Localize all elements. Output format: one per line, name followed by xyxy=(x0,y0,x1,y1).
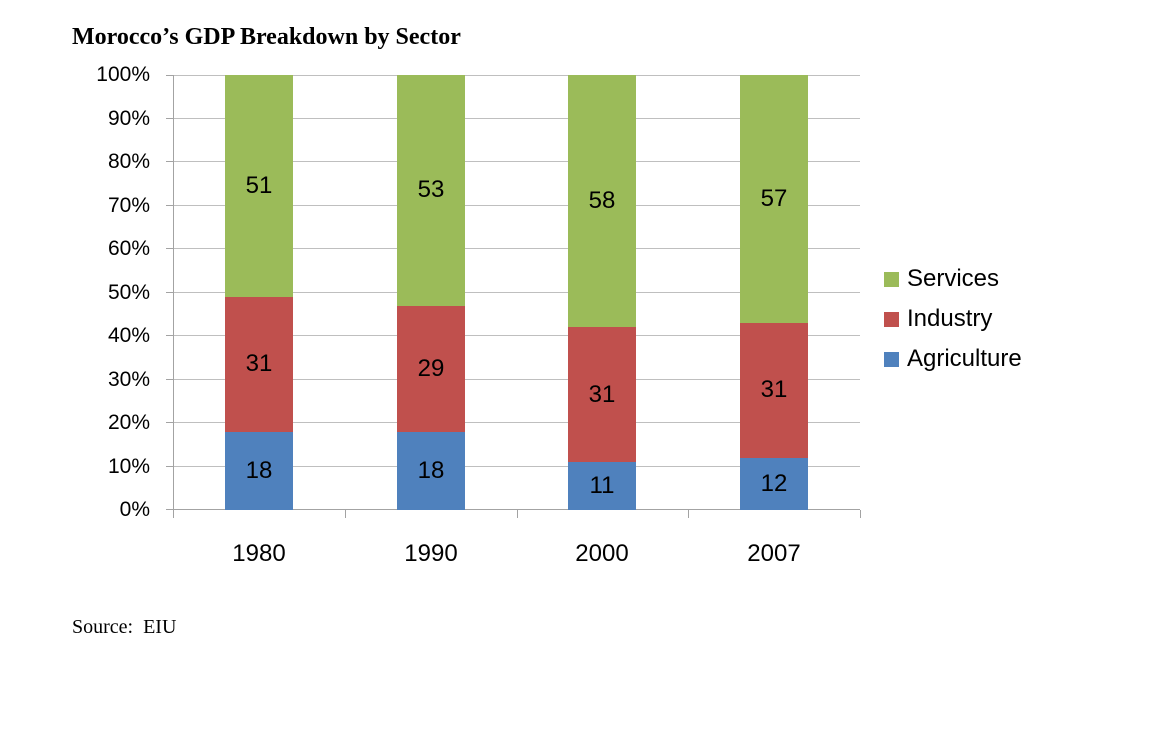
data-label: 53 xyxy=(417,176,445,204)
x-axis-label: 2007 xyxy=(747,540,801,567)
stacked-bar-2007: 57 31 12 xyxy=(740,75,808,510)
stacked-bar-1980: 51 31 18 xyxy=(225,75,293,510)
legend-entry-industry: Industry xyxy=(884,299,1022,339)
legend-swatch-icon xyxy=(884,311,899,327)
legend-entry-agriculture: Agriculture xyxy=(884,339,1022,379)
y-axis-label: 70% xyxy=(107,193,150,217)
gridline xyxy=(173,248,860,249)
data-label: 31 xyxy=(588,380,616,408)
bar-segment-agriculture: 18 xyxy=(397,431,465,510)
gridline xyxy=(173,422,860,423)
legend: Services Industry Agriculture xyxy=(884,259,1022,379)
chart-title: Morocco’s GDP Breakdown by Sector xyxy=(72,24,461,50)
data-label: 12 xyxy=(760,469,788,497)
data-label: 57 xyxy=(760,184,788,212)
data-label: 31 xyxy=(245,350,273,378)
y-axis-tick xyxy=(166,161,173,162)
bar-segment-agriculture: 12 xyxy=(740,457,808,510)
bar-segment-industry: 31 xyxy=(740,322,808,458)
y-axis-tick xyxy=(166,509,173,510)
bar-segment-industry: 31 xyxy=(568,327,636,463)
stacked-bar-2000: 58 31 11 xyxy=(568,75,636,510)
y-axis-tick xyxy=(166,378,173,380)
legend-swatch-icon xyxy=(884,351,899,367)
bar-segment-services: 58 xyxy=(568,75,636,328)
bar-segment-industry: 29 xyxy=(397,305,465,432)
gridline xyxy=(173,378,860,380)
legend-swatch-icon xyxy=(884,271,899,287)
bar-segment-agriculture: 11 xyxy=(568,462,636,510)
data-label: 58 xyxy=(588,187,616,215)
bar-segment-services: 57 xyxy=(740,75,808,323)
y-axis-label: 90% xyxy=(107,106,150,130)
legend-entry-services: Services xyxy=(884,259,1022,299)
data-label: 18 xyxy=(417,456,445,484)
bar-segment-agriculture: 18 xyxy=(225,431,293,510)
data-label: 11 xyxy=(589,472,615,500)
x-axis-tick xyxy=(345,510,346,518)
y-axis-label: 50% xyxy=(107,280,150,304)
data-label: 29 xyxy=(417,354,445,382)
bar-segment-services: 53 xyxy=(397,75,465,306)
y-axis-line xyxy=(173,75,174,518)
gridline xyxy=(173,465,860,467)
y-axis-label: 30% xyxy=(107,367,150,391)
y-axis-label: 40% xyxy=(107,324,150,347)
x-axis-tick xyxy=(688,510,689,518)
gridline xyxy=(173,204,860,206)
y-axis-tick xyxy=(166,117,173,119)
y-axis-tick xyxy=(166,422,173,423)
y-axis-label: 60% xyxy=(107,237,150,260)
gridline xyxy=(173,161,860,162)
x-axis-label: 1990 xyxy=(404,540,458,567)
y-axis-tick xyxy=(166,465,173,467)
gridline xyxy=(173,291,860,293)
bar-segment-services: 51 xyxy=(225,75,293,297)
y-axis-tick xyxy=(166,75,173,76)
gridline xyxy=(173,117,860,119)
stacked-bar-1990: 53 29 18 xyxy=(397,75,465,510)
plot-area: 51 31 18 53 29 18 58 31 11 57 31 12 xyxy=(166,75,861,518)
legend-label: Services xyxy=(907,265,1000,292)
x-axis-tick xyxy=(173,510,174,518)
source-note: Source: EIU xyxy=(72,616,177,638)
y-axis-label: 0% xyxy=(119,498,150,521)
y-axis-label: 100% xyxy=(96,63,150,86)
x-axis-tick xyxy=(860,510,861,518)
x-axis-tick xyxy=(517,510,518,518)
gridline xyxy=(173,335,860,336)
data-label: 18 xyxy=(245,456,273,484)
x-axis-label: 2000 xyxy=(575,540,629,567)
y-axis-tick xyxy=(166,248,173,249)
legend-label: Industry xyxy=(907,305,993,332)
x-axis-label: 1980 xyxy=(232,540,286,567)
y-axis-tick xyxy=(166,335,173,336)
gridline xyxy=(173,75,860,76)
bar-segment-industry: 31 xyxy=(225,296,293,432)
legend-label: Agriculture xyxy=(907,345,1022,372)
y-axis-label: 10% xyxy=(107,454,150,478)
data-label: 51 xyxy=(245,171,273,199)
y-axis-label: 80% xyxy=(107,150,150,173)
y-axis-label: 20% xyxy=(107,411,150,434)
y-axis-tick xyxy=(166,204,173,206)
data-label: 31 xyxy=(760,376,788,404)
x-axis-line xyxy=(173,509,860,510)
y-axis-tick xyxy=(166,291,173,293)
